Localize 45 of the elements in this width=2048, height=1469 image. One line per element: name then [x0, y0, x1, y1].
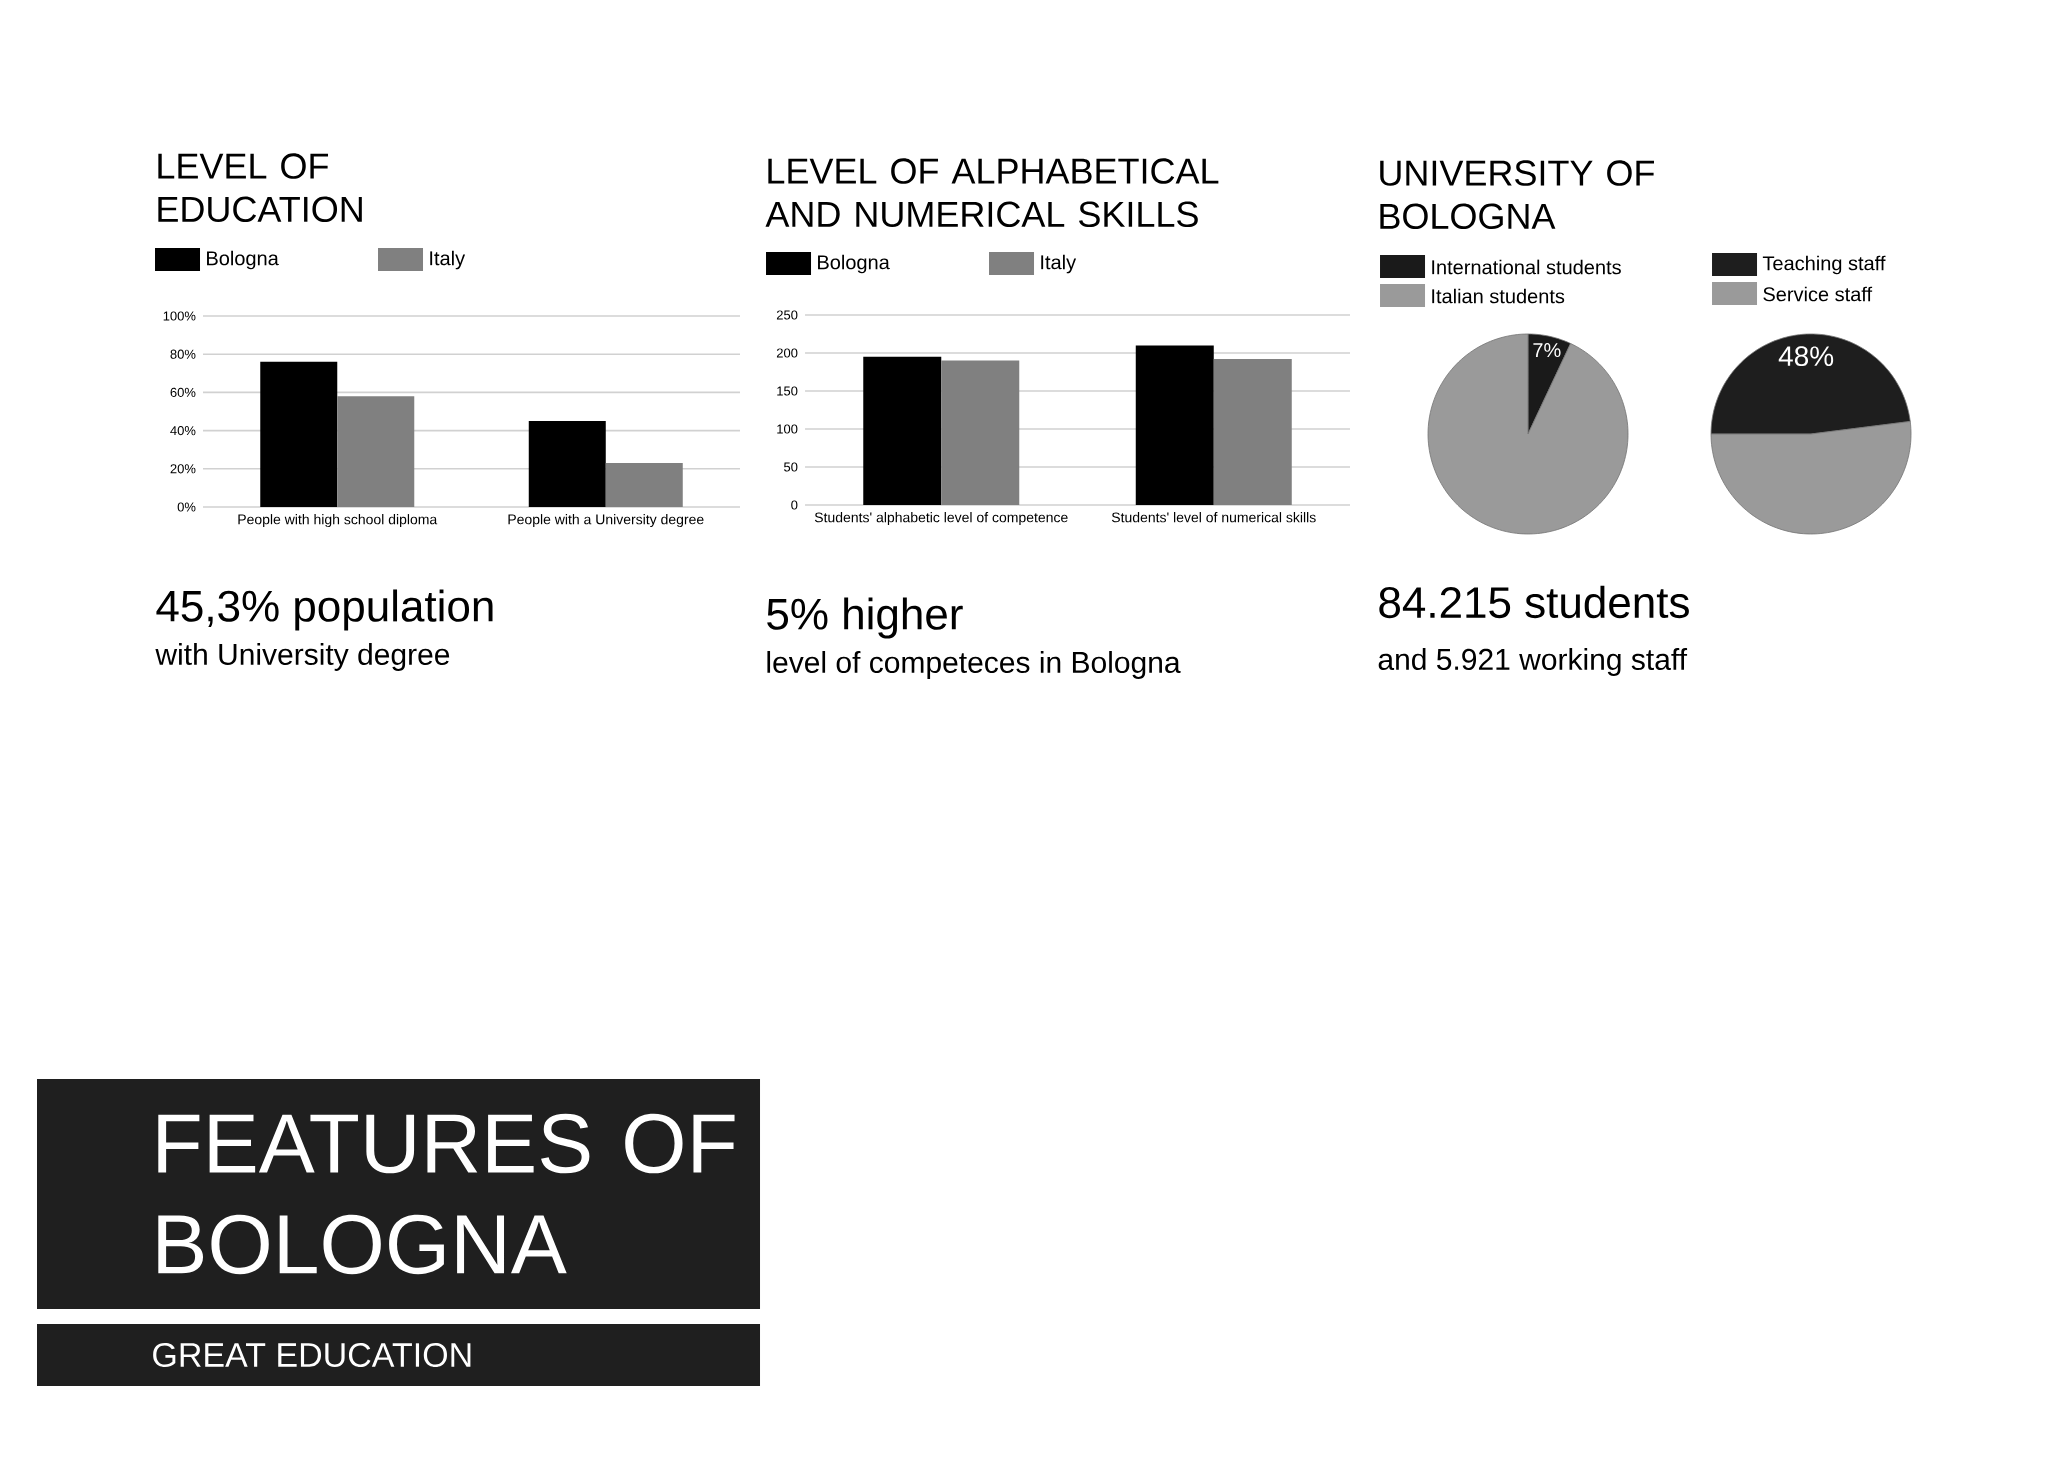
y-tick-label: 250: [776, 310, 798, 320]
text: 5% higher: [767, 597, 963, 639]
text: and 5.921 working staff: [1378, 648, 1688, 676]
y-tick-label: 0%: [177, 502, 196, 512]
bar: [260, 361, 338, 507]
legend-label: International students: [1432, 259, 1621, 275]
y-tick-label: 40%: [170, 426, 196, 436]
bar: [605, 463, 683, 507]
text: 45,3% population: [156, 589, 493, 631]
chart-title: LEVEL OF EDUCATION: [158, 153, 362, 223]
text: 84.215 students: [1379, 585, 1689, 619]
y-tick-label: 150: [777, 386, 798, 396]
y-tick-label: 100%: [163, 311, 196, 321]
x-tick-label: People with high school diploma: [238, 514, 438, 528]
y-tick-label: 200: [776, 348, 798, 358]
text: GREAT EDUCATION: [153, 1342, 471, 1368]
x-tick-label: People with a University degree: [508, 514, 704, 528]
y-tick-label: 100: [777, 424, 798, 434]
text: with University degree: [155, 643, 450, 671]
bar: [863, 356, 942, 505]
y-tick-label: 50: [784, 462, 798, 472]
x-tick-label: Students' alphabetic level of competence: [814, 512, 1068, 526]
data-label: 7%: [1533, 343, 1561, 358]
legend-label: Italy: [430, 250, 466, 270]
bar: [1213, 359, 1292, 505]
y-tick-label: 0: [791, 500, 798, 510]
bar: [337, 396, 415, 507]
y-tick-label: 60%: [170, 387, 196, 397]
y-tick-label: 20%: [170, 464, 196, 474]
bar: [528, 421, 606, 507]
bar: [1135, 345, 1214, 505]
legend-label: Service staff: [1763, 286, 1873, 302]
text: level of competeces in Bologna: [767, 651, 1181, 679]
y-tick-label: 80%: [170, 349, 196, 359]
legend-label: Italian students: [1432, 288, 1565, 304]
chart-title: UNIVERSITY OF BOLOGNA: [1380, 160, 1654, 230]
legend-label: Bologna: [818, 254, 890, 274]
legend-label: Italy: [1041, 254, 1077, 274]
data-label: 48%: [1778, 346, 1834, 367]
text: FEATURES OF BOLOGNA: [158, 1113, 735, 1275]
x-tick-label: Students' level of numerical skills: [1111, 512, 1316, 523]
chart-title: LEVEL OF ALPHABETICAL AND NUMERICAL SKILLS: [765, 158, 1219, 228]
bar: [941, 360, 1020, 505]
legend-label: Teaching staff: [1762, 255, 1886, 275]
legend-label: Bologna: [207, 250, 279, 270]
